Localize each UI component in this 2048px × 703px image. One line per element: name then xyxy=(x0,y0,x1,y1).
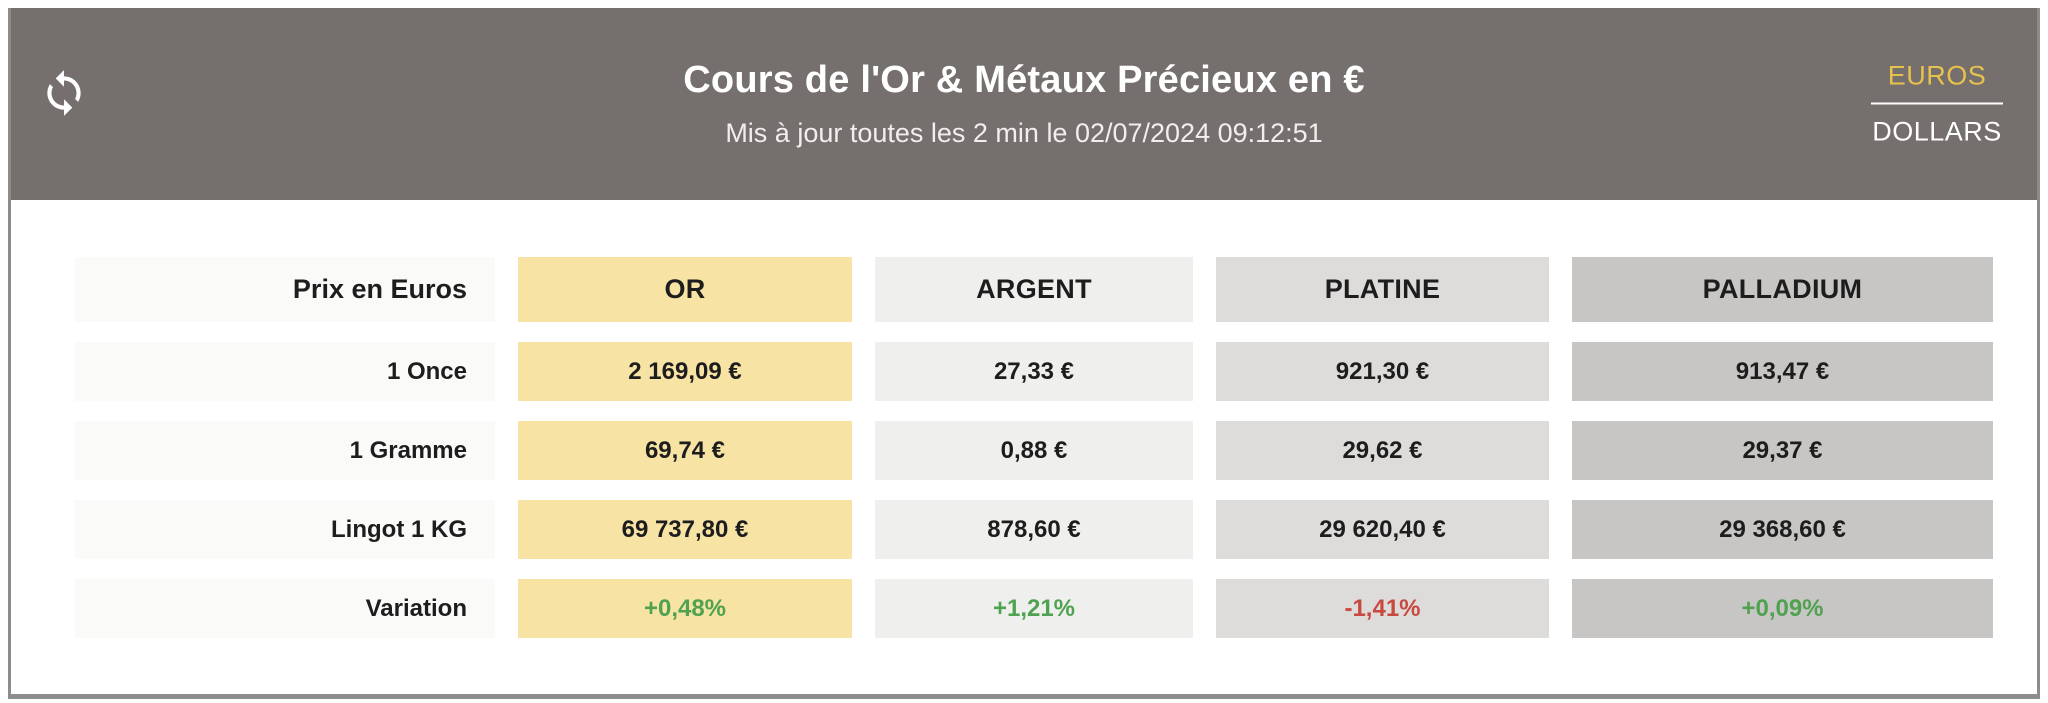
widget-header: Cours de l'Or & Métaux Précieux en € Mis… xyxy=(11,8,2037,200)
price-or-lingot: 69 737,80 € xyxy=(518,500,852,559)
currency-toggle-euros[interactable]: EUROS xyxy=(1871,61,2003,92)
currency-toggle: EUROS DOLLARS xyxy=(1871,61,2003,148)
page-title: Cours de l'Or & Métaux Précieux en € xyxy=(683,59,1365,101)
row-label-once: 1 Once xyxy=(75,342,495,401)
price-platine-gramme: 29,62 € xyxy=(1216,421,1549,480)
row-label-gramme: 1 Gramme xyxy=(75,421,495,480)
column-header-platine: PLATINE xyxy=(1216,257,1549,322)
variation-platine: -1,41% xyxy=(1216,579,1549,638)
last-updated-text: Mis à jour toutes les 2 min le 02/07/202… xyxy=(725,118,1323,148)
currency-toggle-dollars[interactable]: DOLLARS xyxy=(1872,116,2002,147)
column-header-or: OR xyxy=(518,257,852,322)
price-argent-lingot: 878,60 € xyxy=(875,500,1193,559)
price-platine-once: 921,30 € xyxy=(1216,342,1549,401)
row-label-variation: Variation xyxy=(75,579,495,638)
column-header-argent: ARGENT xyxy=(875,257,1193,322)
price-palladium-once: 913,47 € xyxy=(1572,342,1993,401)
price-palladium-gramme: 29,37 € xyxy=(1572,421,1993,480)
refresh-icon xyxy=(39,68,89,118)
corner-header-cell: Prix en Euros xyxy=(75,257,495,322)
table-area: Prix en Euros OR ARGENT PLATINE PALLADIU… xyxy=(11,200,2037,638)
price-palladium-lingot: 29 368,60 € xyxy=(1572,500,1993,559)
price-argent-once: 27,33 € xyxy=(875,342,1193,401)
currency-toggle-divider xyxy=(1871,102,2003,105)
metal-prices-widget: Cours de l'Or & Métaux Précieux en € Mis… xyxy=(8,8,2040,699)
variation-palladium: +0,09% xyxy=(1572,579,1993,638)
prices-table: Prix en Euros OR ARGENT PLATINE PALLADIU… xyxy=(75,257,1993,638)
variation-or: +0,48% xyxy=(518,579,852,638)
price-argent-gramme: 0,88 € xyxy=(875,421,1193,480)
column-header-palladium: PALLADIUM xyxy=(1572,257,1993,322)
refresh-button[interactable] xyxy=(39,68,89,118)
row-label-lingot: Lingot 1 KG xyxy=(75,500,495,559)
price-or-once: 2 169,09 € xyxy=(518,342,852,401)
price-or-gramme: 69,74 € xyxy=(518,421,852,480)
price-platine-lingot: 29 620,40 € xyxy=(1216,500,1549,559)
variation-argent: +1,21% xyxy=(875,579,1193,638)
